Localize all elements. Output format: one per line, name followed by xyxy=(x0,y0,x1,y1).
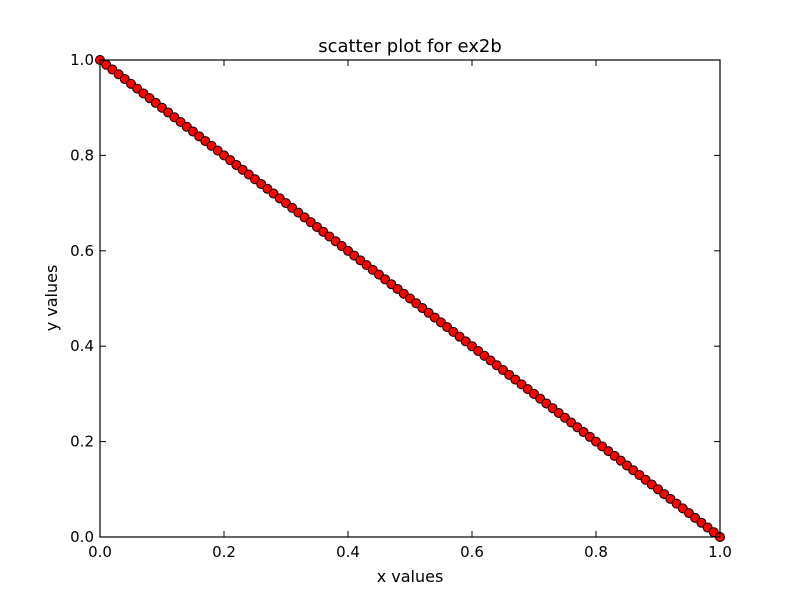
y-tick-label: 0.0 xyxy=(70,528,94,546)
x-axis-label: x values xyxy=(377,567,444,586)
y-tick-label: 0.6 xyxy=(70,242,94,260)
x-tick-label: 0.8 xyxy=(584,543,608,561)
scatter-points xyxy=(95,55,725,542)
y-tick-label: 0.8 xyxy=(70,146,94,164)
y-axis-label: y values xyxy=(42,265,61,332)
y-tick-label: 0.4 xyxy=(70,337,94,355)
x-tick-label: 0.6 xyxy=(460,543,484,561)
x-tick-label: 0.0 xyxy=(88,543,112,561)
chart-title: scatter plot for ex2b xyxy=(318,36,502,57)
x-tick-label: 0.4 xyxy=(336,543,360,561)
axes-frame xyxy=(99,59,721,538)
y-tick-label: 0.2 xyxy=(70,433,94,451)
x-tick-label: 1.0 xyxy=(708,543,732,561)
y-tick-label: 1.0 xyxy=(70,51,94,69)
x-tick-label: 0.2 xyxy=(212,543,236,561)
axis-ticks: 0.0 0.2 0.4 0.6 0.8 1.0 0.0 0.2 0.4 0.6 0.8 1.0 xyxy=(70,51,732,561)
